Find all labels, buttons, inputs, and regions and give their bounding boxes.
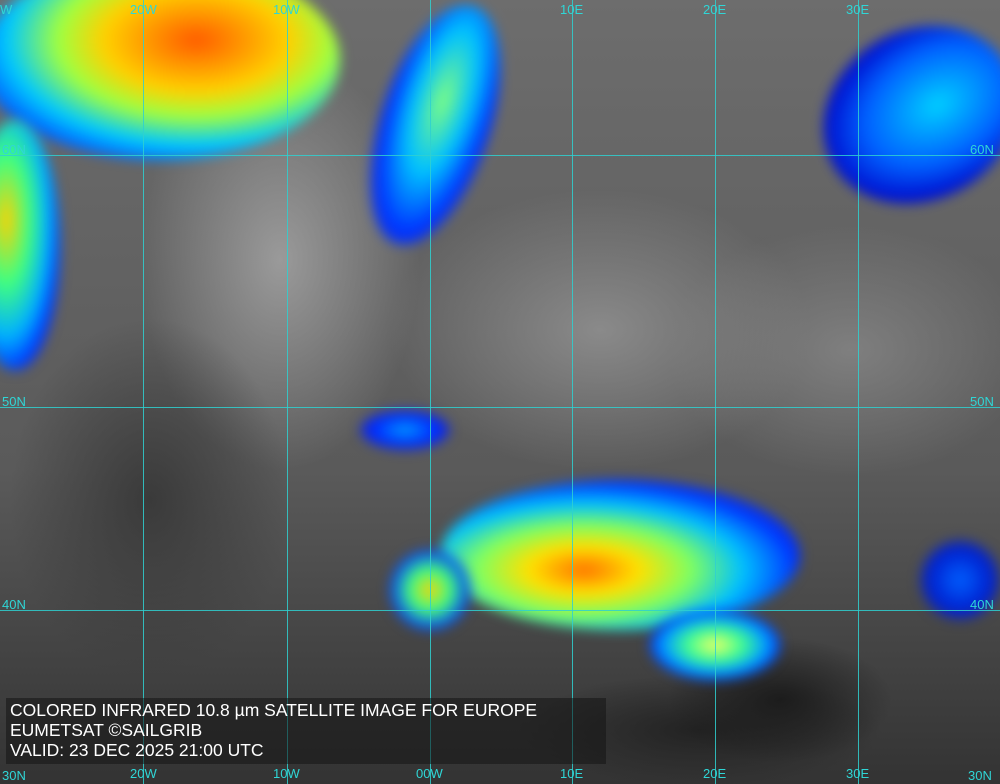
bottom-label: 10W xyxy=(273,766,300,781)
cloud-patch-turkey xyxy=(920,540,1000,620)
caption-credit: EUMETSAT ©SAILGRIB xyxy=(10,720,203,740)
left-label: 60N xyxy=(2,142,26,157)
parallel-60n xyxy=(0,155,1000,156)
bottom-label: 30N xyxy=(968,768,992,783)
top-label: 30E xyxy=(846,2,870,17)
cloud-mass-atlantic-north xyxy=(0,0,340,160)
meridian-20w xyxy=(143,0,144,784)
top-label: 10W xyxy=(273,2,300,17)
left-label: 40N xyxy=(2,597,26,612)
bottom-label: 00W xyxy=(416,766,443,781)
cloud-band-russia xyxy=(790,0,1000,239)
right-label: 40N xyxy=(970,597,994,612)
cloud-patch-france xyxy=(360,410,450,450)
parallel-50n xyxy=(0,407,1000,408)
bottom-label: 30N xyxy=(2,768,26,783)
cloud-band-norway xyxy=(344,0,526,261)
top-label: 10E xyxy=(560,2,584,17)
top-label: 20E xyxy=(703,2,727,17)
caption-title: COLORED INFRARED 10.8 µm SATELLITE IMAGE… xyxy=(10,700,538,720)
right-label: 50N xyxy=(970,394,994,409)
meridian-10w xyxy=(287,0,288,784)
meridian-20e xyxy=(715,0,716,784)
meridian-10e xyxy=(572,0,573,784)
meridian-30e xyxy=(858,0,859,784)
top-label: W xyxy=(0,2,13,17)
bottom-label: 10E xyxy=(560,766,584,781)
meridian-0 xyxy=(430,0,431,784)
bottom-label: 20W xyxy=(130,766,157,781)
cloud-mass-atlantic-west xyxy=(0,120,60,370)
left-label: 50N xyxy=(2,394,26,409)
top-label: 20W xyxy=(130,2,157,17)
bottom-label: 20E xyxy=(703,766,727,781)
cloud-mass-mediterranean xyxy=(440,480,800,630)
right-label: 60N xyxy=(970,142,994,157)
caption-valid-time: VALID: 23 DEC 2025 21:00 UTC xyxy=(10,740,264,760)
image-caption: COLORED INFRARED 10.8 µm SATELLITE IMAGE… xyxy=(6,698,606,764)
bottom-label: 30E xyxy=(846,766,870,781)
parallel-40n xyxy=(0,610,1000,611)
